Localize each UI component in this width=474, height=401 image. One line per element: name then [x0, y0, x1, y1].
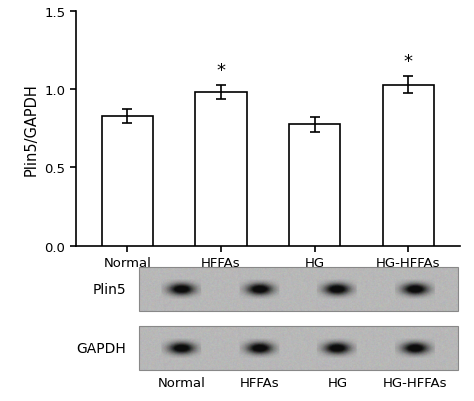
- Text: HG: HG: [328, 377, 347, 389]
- Text: *: *: [217, 62, 226, 80]
- Bar: [101, 117, 153, 246]
- Text: *: *: [404, 53, 413, 71]
- Text: Plin5: Plin5: [92, 282, 126, 296]
- Text: HG-HFFAs: HG-HFFAs: [383, 377, 447, 389]
- Bar: [139, 267, 458, 311]
- Text: HFFAs: HFFAs: [240, 377, 280, 389]
- Text: GAPDH: GAPDH: [76, 341, 126, 355]
- Bar: [139, 326, 458, 370]
- Bar: [195, 92, 247, 246]
- Text: Normal: Normal: [158, 377, 206, 389]
- Bar: [289, 125, 340, 246]
- Y-axis label: Plin5/GAPDH: Plin5/GAPDH: [24, 83, 39, 175]
- Bar: [383, 85, 434, 246]
